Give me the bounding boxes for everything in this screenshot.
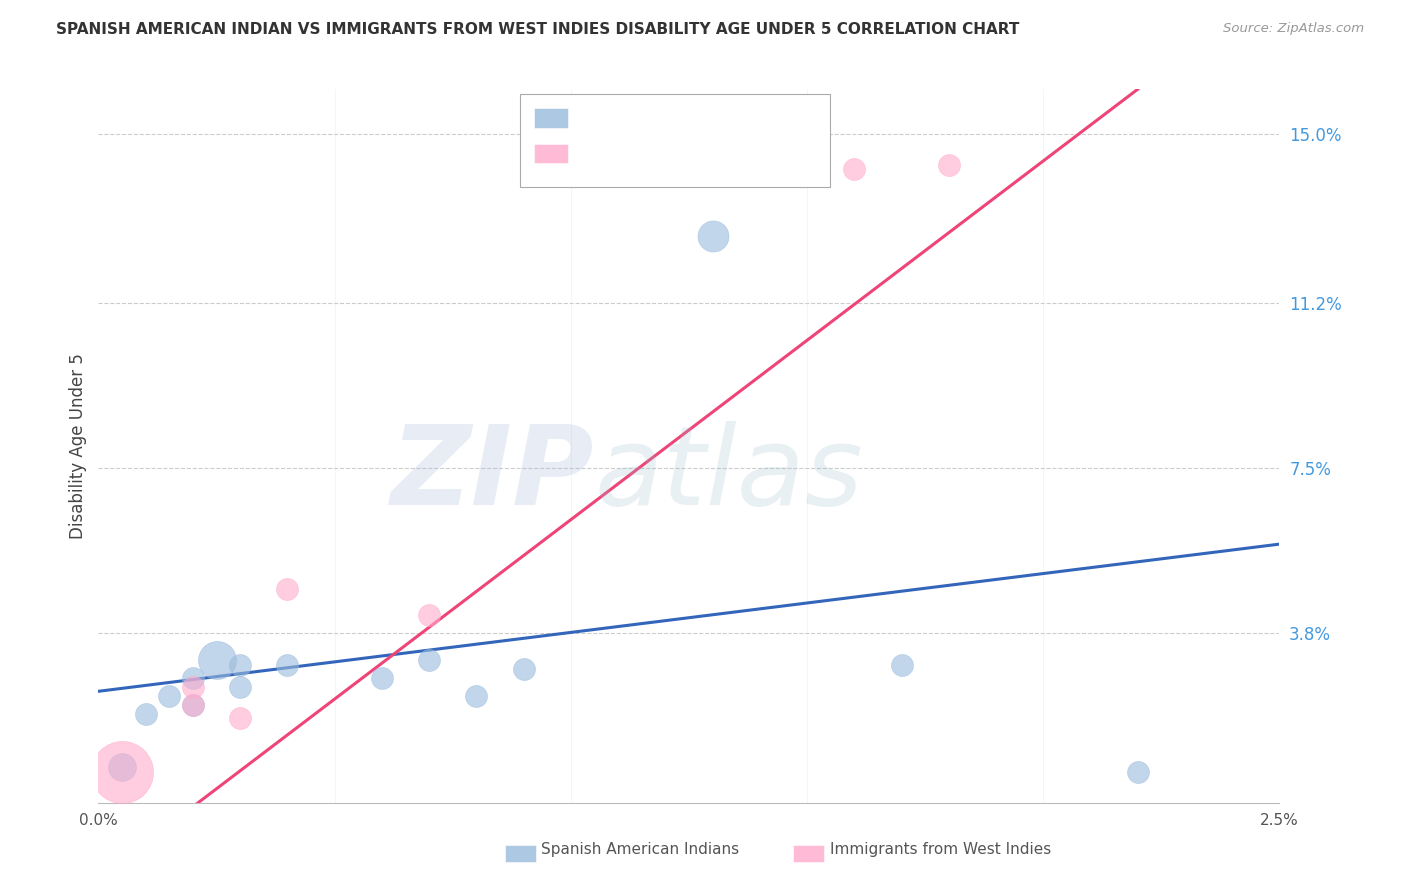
Text: N =: N = — [675, 114, 709, 129]
Point — [1126, 764, 1149, 779]
Point — [181, 680, 204, 694]
Point — [512, 662, 534, 676]
Text: R =: R = — [575, 150, 609, 165]
Text: ZIP: ZIP — [391, 421, 595, 528]
Text: N =: N = — [675, 150, 709, 165]
Point — [229, 680, 252, 694]
Point — [111, 764, 134, 779]
Y-axis label: Disability Age Under 5: Disability Age Under 5 — [69, 353, 87, 539]
Point — [111, 760, 134, 774]
Text: Immigrants from West Indies: Immigrants from West Indies — [830, 842, 1050, 856]
Text: 16: 16 — [707, 114, 727, 129]
Point — [276, 582, 298, 596]
Point — [229, 657, 252, 672]
Text: SPANISH AMERICAN INDIAN VS IMMIGRANTS FROM WEST INDIES DISABILITY AGE UNDER 5 CO: SPANISH AMERICAN INDIAN VS IMMIGRANTS FR… — [56, 22, 1019, 37]
Point — [418, 653, 440, 667]
Point — [890, 657, 912, 672]
Point — [229, 711, 252, 725]
Point — [938, 158, 960, 172]
Point — [181, 671, 204, 685]
Text: atlas: atlas — [595, 421, 863, 528]
Point — [702, 229, 724, 244]
Point — [371, 671, 394, 685]
Point — [135, 706, 157, 721]
Point — [205, 653, 228, 667]
Text: R =: R = — [575, 114, 609, 129]
Point — [181, 698, 204, 712]
Point — [276, 657, 298, 672]
Text: Spanish American Indians: Spanish American Indians — [541, 842, 740, 856]
Text: 0.255: 0.255 — [609, 114, 652, 129]
Text: Source: ZipAtlas.com: Source: ZipAtlas.com — [1223, 22, 1364, 36]
Point — [844, 162, 866, 177]
Text: 8: 8 — [711, 150, 725, 165]
Text: 0.857: 0.857 — [609, 150, 652, 165]
Point — [418, 608, 440, 623]
Point — [465, 689, 488, 703]
Point — [181, 698, 204, 712]
Point — [157, 689, 180, 703]
